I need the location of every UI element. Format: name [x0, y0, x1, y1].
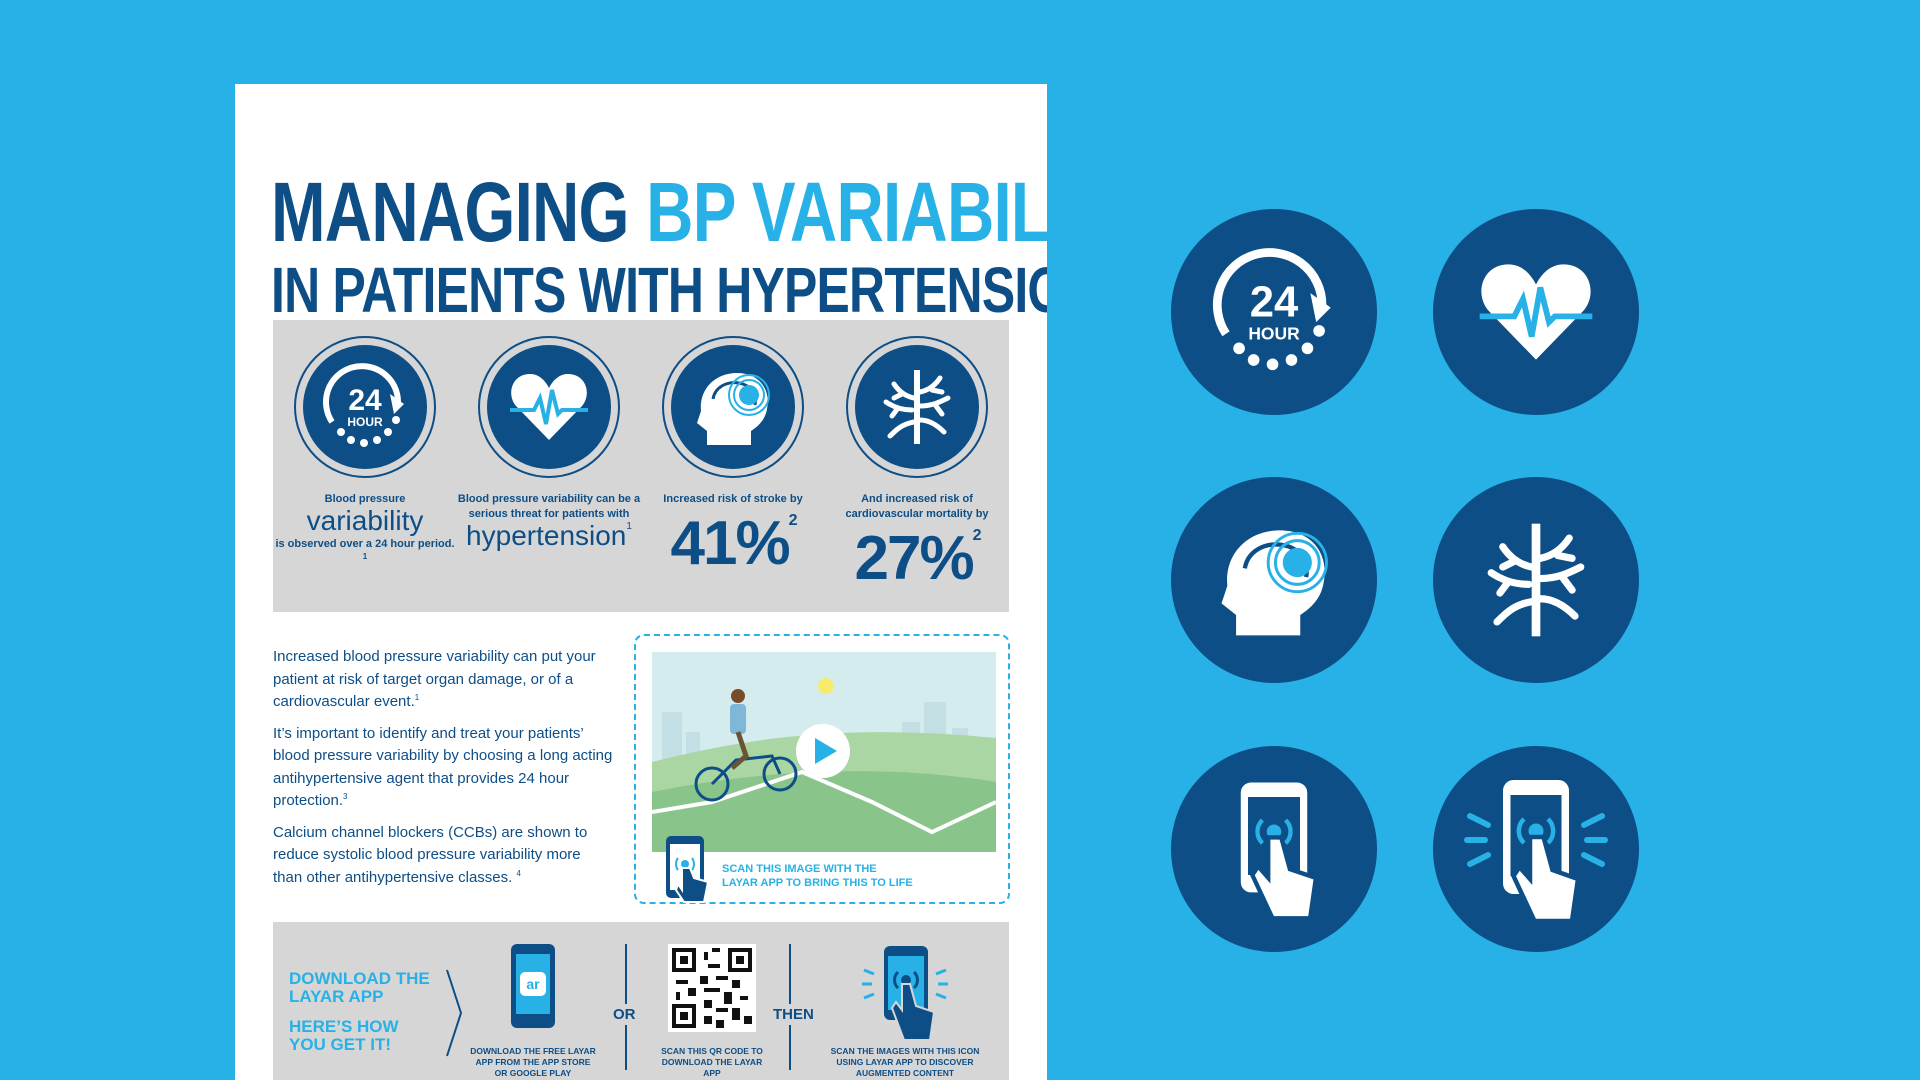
app-phone-icon: ar: [511, 944, 555, 1028]
phone-scan-signal-icon: [1433, 746, 1639, 952]
stat-value: 41%: [670, 508, 791, 578]
chevron-right-icon: [446, 969, 463, 1057]
stat-emph: variability: [306, 504, 424, 536]
stat-pre: Blood pressure variability can be a seri…: [457, 493, 641, 520]
download-step-qr: SCAN THIS QR CODE TO DOWNLOAD THE LAYAR …: [661, 944, 763, 1079]
svg-text:24: 24: [1250, 278, 1299, 326]
title-line2: IN PATIENTS WITH HYPERTENSION: [271, 254, 1047, 326]
page-title: MANAGING BP VARIABILITY IN PATIENTS WITH…: [271, 170, 1047, 326]
stat-value: 27%: [854, 523, 975, 593]
phone-scan-signal-icon: [860, 944, 950, 1042]
download-step-app: ar DOWNLOAD THE FREE LAYAR APP FROM THE …: [469, 944, 597, 1079]
heart-pulse-icon: [1433, 209, 1639, 415]
download-panel: DOWNLOAD THE LAYAR APP HERE’S HOW YOU GE…: [273, 922, 1009, 1080]
video-box[interactable]: SCAN THIS IMAGE WITH THE LAYAR APP TO BR…: [634, 634, 1010, 904]
24-hour-icon: 24 HOUR: [303, 345, 427, 469]
download-heading: DOWNLOAD THE LAYAR APP HERE’S HOW YOU GE…: [289, 969, 430, 1054]
stat-pre: Blood pressure: [324, 493, 406, 505]
download-step-scan: SCAN THE IMAGES WITH THIS ICON USING LAY…: [821, 944, 989, 1079]
stats-panel: 24 HOUR Blood pressure variability is ob…: [273, 320, 1009, 612]
svg-text:HOUR: HOUR: [347, 415, 383, 429]
title-line1-dark: MANAGING: [271, 165, 630, 259]
svg-text:HOUR: HOUR: [1248, 324, 1300, 344]
stat-post: is observed over a 24 hour period.: [275, 537, 455, 550]
qr-code[interactable]: [668, 944, 756, 1032]
phone-scan-icon: [664, 834, 712, 911]
stat-mortality: And increased risk of cardiovascular mor…: [825, 336, 1009, 590]
brain-head-icon: [671, 345, 795, 469]
stat-stroke: Increased risk of stroke by 41%2: [641, 336, 825, 575]
stat-ref: 1: [626, 520, 632, 532]
stat-variability: 24 HOUR Blood pressure variability is ob…: [273, 336, 457, 567]
then-label: THEN: [773, 1004, 814, 1025]
stat-emph: hypertension: [466, 519, 627, 551]
paragraph: It’s important to identify and treat you…: [273, 724, 613, 810]
phone-scan-icon: [1171, 746, 1377, 952]
infographic-poster: MANAGING BP VARIABILITY IN PATIENTS WITH…: [235, 84, 1047, 1080]
paragraph: Calcium channel blockers (CCBs) are show…: [273, 823, 588, 886]
stat-ref: 2: [788, 511, 798, 529]
or-label: OR: [613, 1004, 636, 1025]
stat-ref: 1: [362, 551, 368, 561]
body-text: Increased blood pressure variability can…: [273, 646, 613, 898]
stat-ref: 2: [972, 526, 982, 544]
play-icon[interactable]: [796, 724, 850, 778]
stat-pre: Increased risk of stroke by: [663, 493, 803, 505]
blood-vessel-icon: [1433, 477, 1639, 683]
24-hour-icon: 24 HOUR: [1171, 209, 1377, 415]
stat-hypertension: Blood pressure variability can be a seri…: [457, 336, 641, 550]
brain-head-icon: [1171, 477, 1377, 683]
video-caption: SCAN THIS IMAGE WITH THE LAYAR APP TO BR…: [722, 863, 913, 890]
stat-pre: And increased risk of cardiovascular mor…: [845, 493, 989, 520]
layar-app-badge[interactable]: ar: [520, 972, 546, 996]
title-line1-highlight: BP VARIABILITY: [646, 165, 1047, 259]
paragraph: Increased blood pressure variability can…: [273, 648, 596, 710]
video-thumbnail[interactable]: [652, 652, 996, 852]
blood-vessel-icon: [855, 345, 979, 469]
heart-pulse-icon: [487, 345, 611, 469]
svg-text:24: 24: [348, 384, 382, 417]
